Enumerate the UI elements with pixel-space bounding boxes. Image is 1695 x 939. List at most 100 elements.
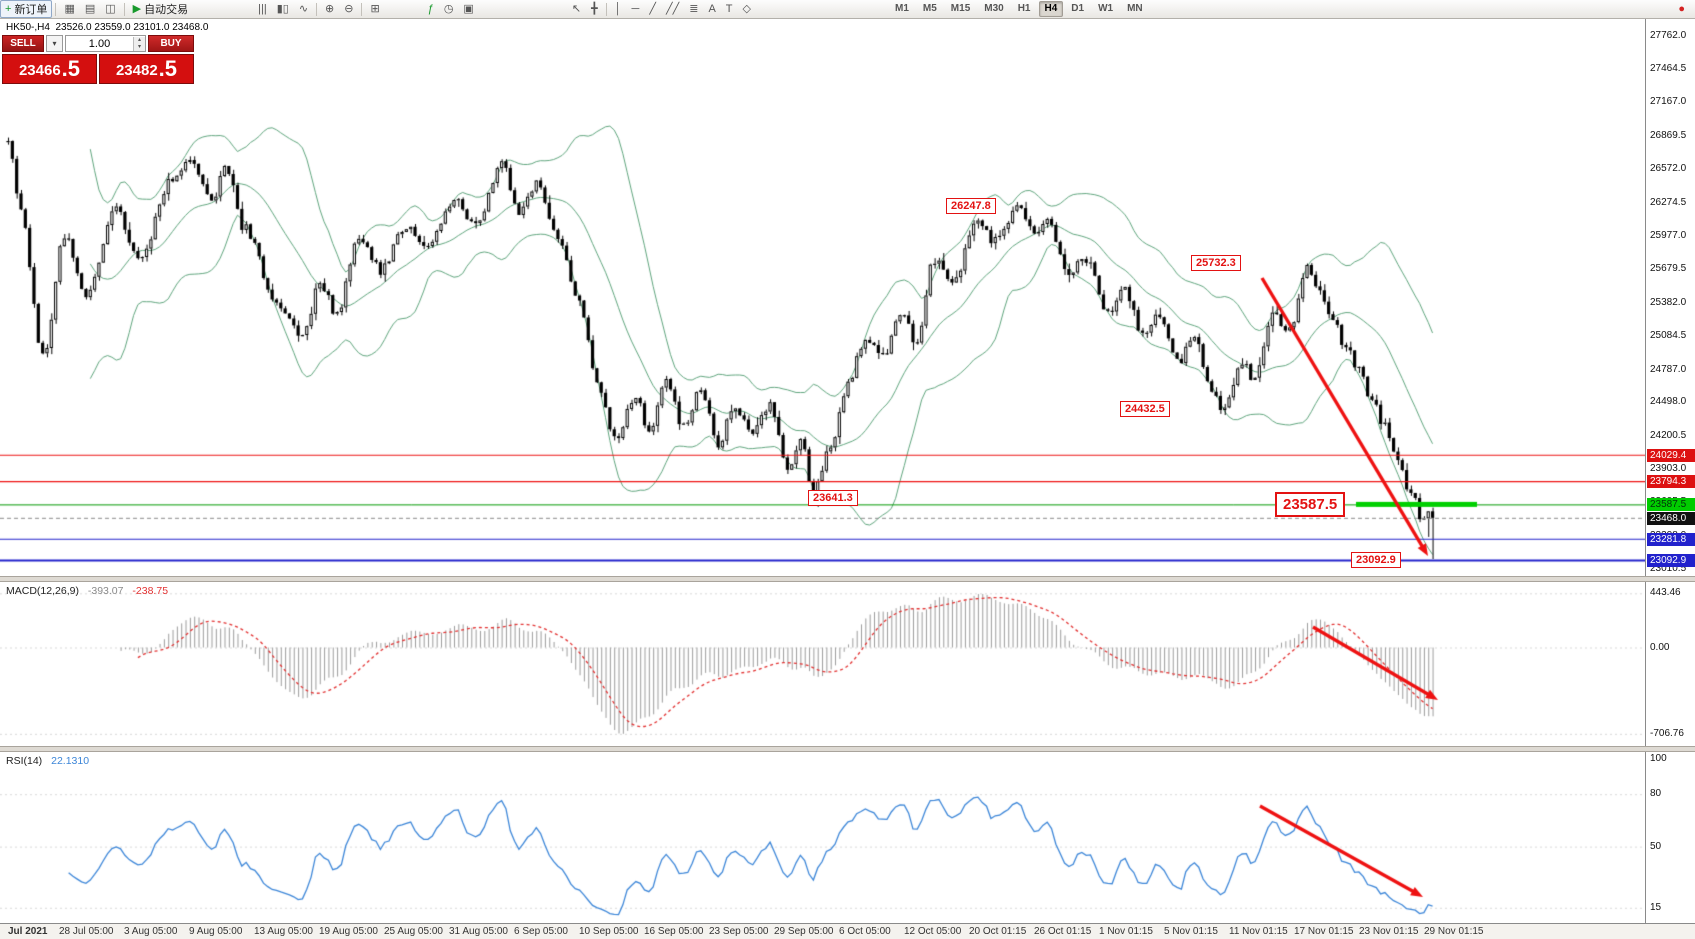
- profiles-icon-button[interactable]: ▤: [80, 0, 100, 18]
- timeframe-w1-button[interactable]: W1: [1098, 3, 1114, 14]
- time-axis-label: 9 Aug 05:00: [189, 926, 243, 937]
- fibonacci-button[interactable]: ≣: [684, 0, 703, 18]
- sell-price-display[interactable]: 23466 .5: [2, 54, 97, 84]
- chevron-down-icon: ▾: [52, 39, 57, 48]
- candlestick-chart-icon: ▮▯: [276, 3, 289, 15]
- timeframe-h1-button[interactable]: H1: [1017, 3, 1031, 14]
- templates-button[interactable]: ▣: [458, 0, 478, 18]
- price-callout-label[interactable]: 23587.5: [1275, 492, 1346, 518]
- panel-separator[interactable]: [0, 576, 1695, 582]
- horizontal-line-button[interactable]: ─: [627, 0, 645, 18]
- one-click-trading-panel: SELL ▾ 1.00 ▴ ▾ BUY 23466 .5 23482 .5: [2, 35, 194, 84]
- alert-icon-button[interactable]: ●: [1673, 0, 1690, 18]
- timeframe-d1-button[interactable]: D1: [1071, 3, 1085, 14]
- zoom-out-button[interactable]: ⊖: [339, 0, 358, 18]
- rsi-scale-label: 80: [1650, 788, 1662, 800]
- price-scale-label: 24200.5: [1650, 429, 1687, 441]
- cursor-button[interactable]: ↖: [567, 0, 586, 18]
- profiles-icon-icon: ▤: [84, 3, 96, 15]
- price-callout-label[interactable]: 23641.3: [808, 490, 858, 507]
- price-callout-label[interactable]: 26247.8: [946, 197, 996, 214]
- price-callout-label[interactable]: 23092.9: [1351, 551, 1401, 568]
- indicators-button[interactable]: ƒ: [423, 0, 439, 18]
- price-scale[interactable]: 27762.0 27464.5 27167.0 26869.5 26572.0 26274…: [1645, 19, 1695, 939]
- time-axis-label: 17 Nov 01:15: [1294, 926, 1354, 937]
- price-callout-label[interactable]: 24432.5: [1120, 401, 1170, 418]
- terminal-window-button[interactable]: ◫: [100, 0, 120, 18]
- time-axis[interactable]: Jul 2021 28 Jul 05:00 3 Aug 05:00 9 Aug 05:…: [0, 923, 1695, 939]
- candlestick-chart-button[interactable]: ▮▯: [272, 0, 294, 18]
- crosshair-button[interactable]: ╋: [586, 0, 603, 18]
- time-axis-label: 12 Oct 05:00: [904, 926, 962, 937]
- toolbar-separator: [605, 2, 607, 16]
- time-axis-label: 6 Sep 05:00: [514, 926, 568, 937]
- timeframe-h4-button[interactable]: H4: [1038, 1, 1064, 17]
- stepper-down-icon[interactable]: ▾: [134, 43, 145, 51]
- price-scale-label: 27762.0: [1650, 29, 1687, 41]
- sell-button[interactable]: SELL: [2, 35, 44, 52]
- line-chart-button[interactable]: ∿: [294, 0, 313, 18]
- panel-separator[interactable]: [0, 746, 1695, 752]
- zoom-in-button[interactable]: ⊕: [320, 0, 339, 18]
- line-chart-icon: ∿: [298, 3, 309, 15]
- toolbar-group-file: + 新订单 ▦ ▤ ◫ ▶ 自动交易: [0, 0, 193, 18]
- timeframe-m1-button[interactable]: M1: [894, 3, 909, 14]
- price-tag: 24029.4: [1647, 448, 1695, 462]
- macd-scale-label: 443.46: [1650, 587, 1681, 599]
- price-tag: 23468.0: [1647, 511, 1695, 525]
- price-callout-label[interactable]: 25732.3: [1191, 255, 1241, 272]
- new-order-button-label: 新订单: [14, 4, 48, 16]
- time-axis-label: 29 Nov 01:15: [1424, 926, 1484, 937]
- rsi-scale-label: 100: [1650, 753, 1667, 765]
- bar-chart-button[interactable]: |||: [253, 0, 272, 18]
- trendline-button[interactable]: ╱: [644, 0, 661, 18]
- label-button[interactable]: T: [721, 0, 738, 18]
- rsi-header: RSI(14) 22.1310: [6, 755, 89, 767]
- buy-button[interactable]: BUY: [148, 35, 194, 52]
- time-axis-label: 3 Aug 05:00: [124, 926, 178, 937]
- buy-price-display[interactable]: 23482 .5: [99, 54, 194, 84]
- shapes-icon: ◇: [742, 3, 751, 15]
- vertical-line-button[interactable]: │: [610, 0, 627, 18]
- timeframe-m5-button[interactable]: M5: [922, 3, 937, 14]
- time-axis-label: 23 Sep 05:00: [709, 926, 769, 937]
- timeframe-mn-button[interactable]: MN: [1127, 3, 1143, 14]
- volume-stepper[interactable]: ▴ ▾: [133, 36, 145, 51]
- stepper-up-icon[interactable]: ▴: [134, 36, 145, 44]
- macd-scale-label: 0.00: [1650, 641, 1670, 653]
- toolbar-group-view: ||| ▮▯ ∿ ⊕ ⊖ ⊞: [253, 0, 385, 18]
- timeframe-m30-button[interactable]: M30: [984, 3, 1004, 14]
- macd-header: MACD(12,26,9) -393.07 -238.75: [6, 585, 168, 597]
- time-axis-label: 1 Nov 01:15: [1099, 926, 1153, 937]
- tile-windows-icon: ⊞: [370, 3, 380, 15]
- tile-windows-button[interactable]: ⊞: [365, 0, 384, 18]
- toolbar-group-draw: ↖ ╋ │ ─ ╱ ╱╱ ≣ A T ◇: [567, 0, 756, 18]
- price-scale-label: 25679.5: [1650, 263, 1687, 275]
- trade-prices-row: 23466 .5 23482 .5: [2, 54, 194, 84]
- label-icon: T: [725, 3, 733, 15]
- new-order-button[interactable]: + 新订单: [0, 0, 53, 18]
- charts-grid-icon-icon: ▦: [64, 3, 75, 15]
- price-scale-label: 23903.0: [1650, 462, 1687, 474]
- trade-controls-row: SELL ▾ 1.00 ▴ ▾ BUY: [2, 35, 194, 52]
- autotrading-button[interactable]: ▶ 自动交易: [128, 0, 193, 18]
- toolbar-separator: [316, 2, 318, 16]
- channel-button[interactable]: ╱╱: [661, 0, 684, 18]
- zoom-out-icon: ⊖: [344, 3, 354, 15]
- time-axis-label: 10 Sep 05:00: [579, 926, 639, 937]
- rsi-scale-label: 15: [1650, 901, 1662, 913]
- price-scale-label: 27464.5: [1650, 62, 1687, 74]
- alert-icon-icon: ●: [1678, 3, 1685, 15]
- vertical-line-icon: │: [614, 3, 622, 15]
- periods-button[interactable]: ◷: [439, 0, 459, 18]
- volume-input[interactable]: 1.00 ▴ ▾: [65, 35, 146, 52]
- shapes-button[interactable]: ◇: [738, 0, 756, 18]
- order-type-dropdown[interactable]: ▾: [46, 35, 63, 52]
- macd-title: MACD(12,26,9): [6, 585, 79, 597]
- volume-value: 1.00: [88, 37, 111, 50]
- text-button[interactable]: A: [703, 0, 720, 18]
- charts-grid-icon-button[interactable]: ▦: [59, 0, 79, 18]
- timeframe-m15-button[interactable]: M15: [950, 3, 971, 14]
